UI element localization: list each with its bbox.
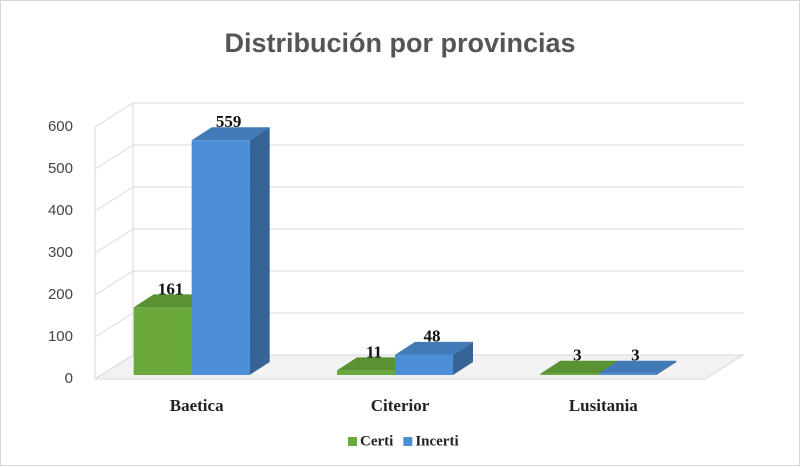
x-tick-label: Citerior <box>371 396 430 415</box>
legend-label: Incerti <box>415 433 458 449</box>
bar-side <box>656 360 677 375</box>
y-tick-label: 100 <box>48 328 73 345</box>
legend-label: Certi <box>360 433 393 449</box>
bar-side <box>453 341 473 375</box>
y-tick-label: 300 <box>48 244 73 261</box>
value-label: 48 <box>424 327 441 346</box>
y-tick-label: 200 <box>48 286 73 303</box>
value-label: 3 <box>631 346 640 365</box>
bar <box>598 373 657 375</box>
bar-top <box>598 360 677 374</box>
x-tick-label: Baetica <box>170 396 224 415</box>
bar-top <box>395 341 473 355</box>
y-tick-label: 600 <box>48 118 73 135</box>
bar-side <box>249 127 270 375</box>
y-tick-label: 500 <box>48 160 73 177</box>
value-label: 11 <box>366 342 382 361</box>
chart-title: Distribución por provincias <box>224 28 575 58</box>
bar <box>191 140 250 375</box>
x-tick-label: Lusitania <box>569 396 638 415</box>
legend-swatch <box>348 437 357 446</box>
y-tick-label: 400 <box>48 202 73 219</box>
legend-swatch <box>403 437 413 446</box>
y-tick-label: 0 <box>65 370 73 387</box>
bar-top <box>540 360 619 374</box>
value-label: 3 <box>573 346 582 365</box>
bar <box>133 307 192 375</box>
value-label: 559 <box>216 112 242 131</box>
bar <box>540 373 599 375</box>
bar <box>395 354 453 375</box>
value-label: 161 <box>158 279 184 298</box>
bar <box>337 370 395 375</box>
bar-top <box>191 127 270 141</box>
